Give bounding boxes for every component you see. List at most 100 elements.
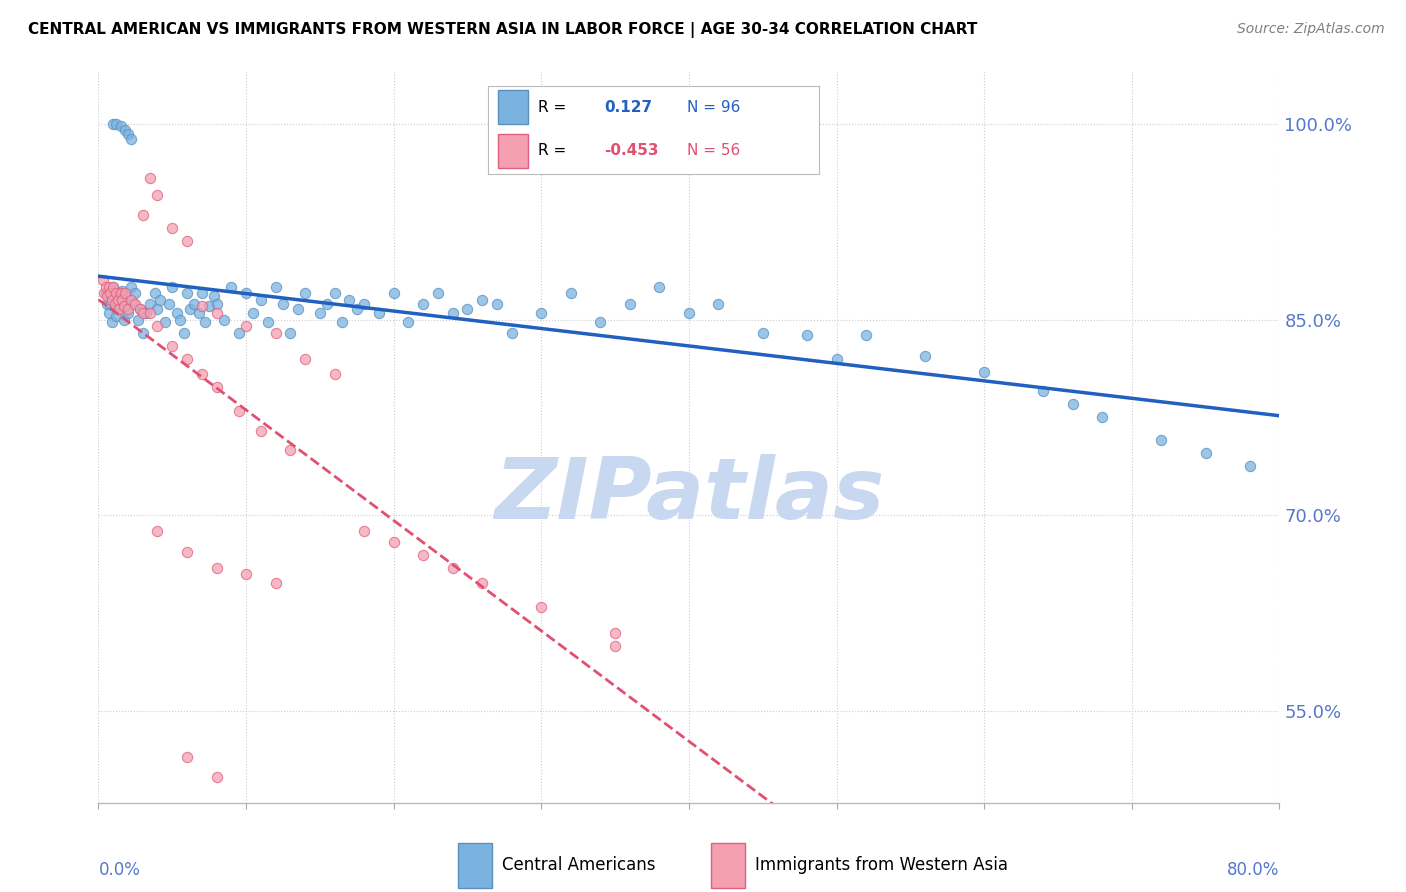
Point [212,312,235,326]
Point [111,293,134,307]
Point [179,302,201,317]
Point [124,286,146,301]
Point [619,297,641,311]
Point [112,300,135,314]
Point [825,351,848,366]
Point [205,770,228,784]
Point [678,306,700,320]
Point [280,443,302,458]
Point [412,297,434,311]
Point [205,297,228,311]
Point [1239,458,1261,473]
Point [110,293,132,307]
Point [235,286,257,301]
Point [149,293,172,307]
Point [191,300,214,314]
Point [294,286,316,301]
Point [139,171,162,186]
Point [973,365,995,379]
Point [183,297,205,311]
Point [264,280,287,294]
Point [382,286,405,301]
Point [107,293,129,307]
Point [287,302,309,317]
Point [398,315,420,329]
Point [105,309,128,323]
Point [202,289,225,303]
Point [191,286,214,301]
Point [128,302,150,317]
Point [339,293,361,307]
Point [117,302,139,317]
Point [235,567,257,582]
Point [98,297,121,311]
Point [96,297,118,311]
Point [169,312,191,326]
Point [114,123,136,137]
Point [176,750,198,764]
Point [257,315,280,329]
Point [605,639,627,653]
Point [330,315,353,329]
Point [146,524,169,538]
Point [111,284,134,298]
Point [560,286,582,301]
Point [94,286,117,301]
Point [117,127,139,141]
Point [1150,433,1173,447]
Point [100,293,122,307]
Point [323,286,346,301]
Point [153,315,176,329]
Point [457,302,479,317]
Point [108,302,131,317]
Point [1091,410,1114,425]
Point [323,368,346,382]
Point [98,286,121,301]
Point [146,302,169,317]
Point [114,300,136,314]
Point [132,208,155,222]
Point [228,326,250,340]
Point [486,297,509,311]
Point [589,315,612,329]
Point [441,306,464,320]
Point [1195,446,1218,460]
Point [412,548,434,562]
Point [242,306,264,320]
Point [91,273,114,287]
Point [173,326,195,340]
Point [166,306,188,320]
Point [120,280,142,294]
Point [914,349,936,363]
Point [176,286,198,301]
Point [280,326,302,340]
Point [191,368,214,382]
Text: ZIPatlas: ZIPatlas [494,454,884,537]
Point [605,626,627,640]
Point [104,300,127,314]
Point [228,404,250,418]
Point [264,326,287,340]
Point [94,280,117,294]
Point [353,297,375,311]
Point [205,380,228,394]
Point [187,306,209,320]
Point [796,328,818,343]
Point [264,576,287,591]
Point [107,286,129,301]
Point [162,280,183,294]
Point [316,297,339,311]
Point [103,117,125,131]
Point [132,306,155,320]
Point [353,524,375,538]
Point [108,302,131,317]
Point [110,120,132,134]
Point [382,534,405,549]
Point [103,280,125,294]
Point [205,560,228,574]
Point [135,306,157,320]
Point [752,326,775,340]
Point [205,306,228,320]
Point [1062,397,1084,411]
Point [139,297,162,311]
